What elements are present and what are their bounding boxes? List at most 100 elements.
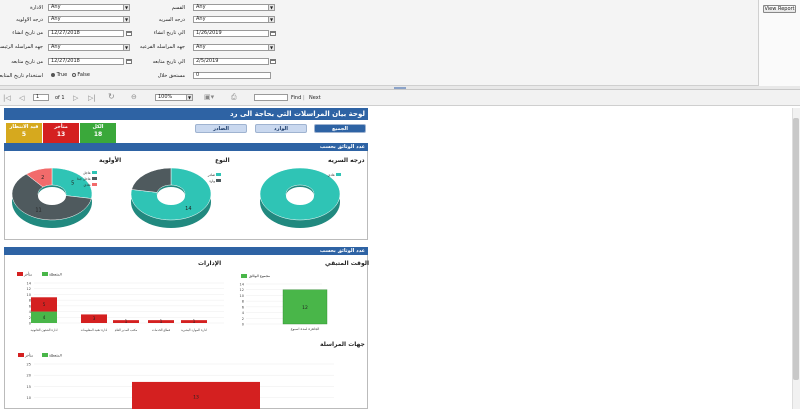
legend-label: عادي: [84, 183, 91, 187]
zoom-select[interactable]: 100% ▼: [155, 94, 193, 101]
find-input[interactable]: [254, 94, 288, 101]
param-label-followup-from: من تاريخ متابعه: [11, 59, 43, 65]
calendar-icon[interactable]: [270, 59, 276, 64]
legend-swatch: [241, 274, 247, 278]
tab-all[interactable]: الجميع: [314, 124, 366, 133]
bar-red: [148, 320, 174, 323]
donut-hole: [157, 187, 185, 205]
kpi-label: الكل: [92, 124, 104, 130]
confidentiality-select[interactable]: Any ▼: [193, 16, 275, 23]
print-icon[interactable]: ⎙: [231, 93, 237, 101]
param-label-use-followup: استخدام تاريخ المتابعة: [0, 73, 43, 79]
chevron-down-icon: ▼: [123, 5, 129, 10]
y-tick-label: 0: [29, 322, 31, 326]
back-icon[interactable]: ⊖: [131, 93, 137, 101]
kpi-pending[interactable]: قيد الانتظار 5: [6, 123, 42, 143]
legend-swatch: [42, 353, 48, 357]
y-tick-label: 2: [242, 317, 244, 321]
bar-data-label: 1: [193, 319, 196, 324]
radio-false[interactable]: [71, 72, 76, 77]
section-select[interactable]: Any ▼: [193, 4, 275, 11]
legend-swatch: [92, 183, 97, 186]
toolbar-separator: |: [303, 95, 305, 101]
bar-data-label: 12: [302, 305, 308, 311]
refresh-icon[interactable]: ↻: [108, 92, 115, 101]
tab-incoming[interactable]: الوارد: [255, 124, 307, 133]
page-number-input[interactable]: 1: [33, 94, 49, 101]
calendar-icon[interactable]: [126, 59, 132, 64]
sub-correspondent-select[interactable]: Any ▼: [193, 44, 275, 51]
chevron-down-icon: ▼: [186, 95, 192, 100]
param-label-created-from: من تاريخ انشاء: [12, 30, 43, 36]
donut-title: النوع: [215, 157, 230, 164]
bar-data-label: 1: [160, 319, 163, 324]
parameters-panel: [0, 0, 800, 86]
bar-data-label: 4: [43, 315, 46, 320]
y-tick-label: 10: [240, 294, 244, 298]
priority-select[interactable]: Any ▼: [48, 16, 130, 23]
legend-label: صادر: [207, 173, 215, 177]
main-correspondent-value: Any: [51, 44, 61, 50]
bar-data-label: 13: [193, 394, 199, 400]
radio-true[interactable]: [51, 72, 55, 77]
department-select[interactable]: Any ▼: [48, 4, 130, 11]
legend-label: المتعطلة: [49, 273, 62, 277]
next-page-icon[interactable]: ▷: [73, 94, 79, 102]
bar-data-label: 1: [125, 319, 128, 324]
radio-true-label: True: [56, 72, 68, 78]
next-button[interactable]: Next: [309, 95, 321, 101]
donut-hole: [38, 187, 66, 205]
calendar-icon[interactable]: [270, 31, 276, 36]
zoom-value: 100%: [158, 94, 173, 100]
dept-chart-title: الإدارات: [198, 260, 222, 267]
followup-to-field[interactable]: 2/5/2019: [193, 58, 269, 65]
legend-swatch: [336, 173, 341, 176]
view-report-button[interactable]: View Report: [763, 5, 796, 13]
donut-slice: [25, 167, 53, 188]
legend-swatch: [17, 272, 23, 276]
splitter-grip-icon[interactable]: [394, 87, 406, 89]
sub-correspondent-value: Any: [196, 44, 206, 50]
followup-from-field[interactable]: 12/27/2018: [48, 58, 124, 65]
donut-title: الأولوية: [99, 157, 122, 164]
y-tick-label: 20: [27, 374, 31, 378]
chevron-down-icon: ▼: [123, 17, 129, 22]
legend-swatch: [42, 272, 48, 276]
kpi-value: 13: [56, 131, 66, 138]
created-from-field[interactable]: 12/27/2018: [48, 30, 124, 37]
kpi-value: 18: [93, 131, 103, 138]
bar-green: [31, 311, 57, 323]
calendar-icon[interactable]: [126, 31, 132, 36]
last-page-icon[interactable]: ▷|: [88, 94, 96, 102]
time-chart-title: الوقت المتبقي: [325, 260, 370, 267]
y-tick-label: 8: [29, 299, 31, 303]
legend-swatch: [92, 171, 97, 174]
export-icon[interactable]: ▣▾: [204, 93, 215, 101]
legend-label: المتعطلة: [49, 354, 62, 358]
param-label-due-within: مستحق خلال: [157, 73, 185, 79]
y-tick-label: 14: [27, 282, 32, 286]
bar-red: [113, 320, 139, 323]
prev-page-icon[interactable]: ◁: [19, 94, 25, 102]
donut-data-label: 11: [35, 208, 41, 214]
scrollbar-thumb[interactable]: [793, 118, 799, 380]
find-button[interactable]: Find: [291, 95, 302, 101]
due-within-field[interactable]: 0: [193, 72, 271, 79]
x-category-label: الجاهزة لمدة اسبوع: [291, 327, 320, 331]
main-correspondent-select[interactable]: Any ▼: [48, 44, 130, 51]
y-tick-label: 2: [29, 316, 31, 320]
chevron-down-icon: ▼: [123, 45, 129, 50]
donut-hole: [286, 187, 314, 205]
x-category-label: ادارة الشئون القانونية: [31, 328, 58, 332]
x-category-label: مكتب المدير العام: [115, 328, 138, 333]
legend-label: متأخر: [24, 353, 33, 358]
department-value: Any: [51, 4, 61, 10]
created-to-field[interactable]: 1/26/2019: [193, 30, 269, 37]
param-label-section: القسم: [171, 5, 185, 11]
first-page-icon[interactable]: |◁: [3, 94, 11, 102]
bar-red: [31, 297, 57, 312]
tab-outgoing[interactable]: الصادر: [195, 124, 247, 133]
kpi-all[interactable]: الكل 18: [80, 123, 116, 143]
x-category-label: ادارة تقنية المعلومات: [81, 328, 108, 332]
kpi-late[interactable]: متأخر 13: [43, 123, 79, 143]
